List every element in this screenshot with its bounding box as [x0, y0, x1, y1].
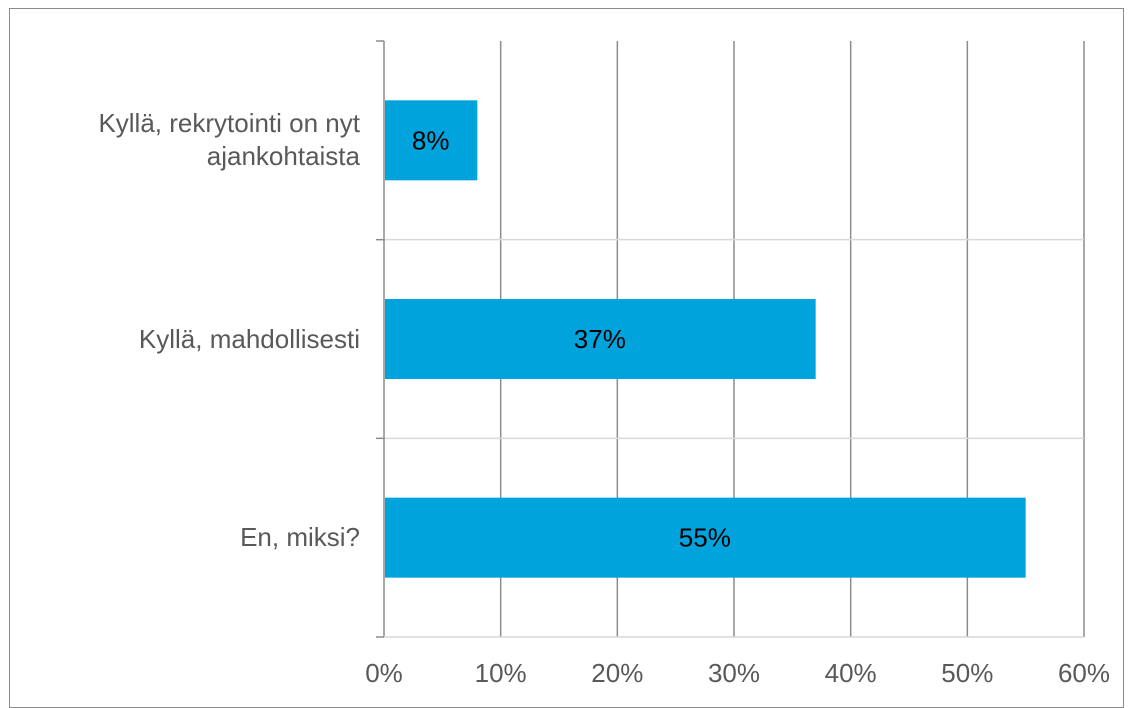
x-tick-label-3: 30% [708, 658, 760, 688]
bar-0 [385, 100, 478, 181]
data-label-0: 8% [412, 125, 450, 155]
x-tick-label-0: 0% [365, 658, 403, 688]
x-tick-label-5: 50% [941, 658, 993, 688]
x-tick-label-6: 60% [1058, 658, 1110, 688]
category-label-2: En, miksi? [240, 522, 360, 553]
category-label-0: Kyllä, rekrytointi on nyt ajankohtaista [98, 108, 360, 172]
category-label-1: Kyllä, mahdollisesti [138, 323, 360, 354]
bar-2 [385, 497, 1026, 578]
data-label-2: 55% [679, 523, 731, 553]
x-tick-label-1: 10% [475, 658, 527, 688]
x-tick-label-4: 40% [825, 658, 877, 688]
x-tick-label-2: 20% [591, 658, 643, 688]
bar-1 [385, 299, 816, 379]
data-label-1: 37% [574, 324, 626, 354]
